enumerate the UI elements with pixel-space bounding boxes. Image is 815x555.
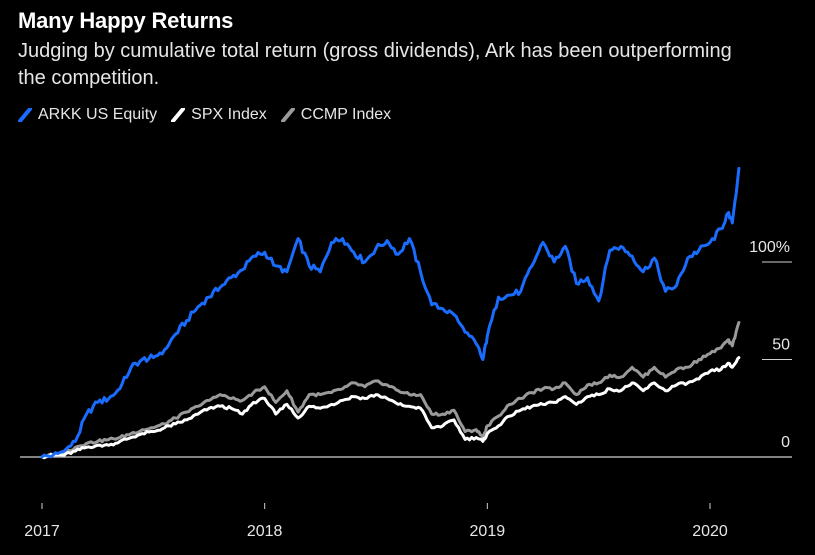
x-tick-label: 2017 — [24, 523, 60, 540]
y-tick-label: 0 — [781, 434, 790, 451]
x-tick-label: 2018 — [247, 523, 283, 540]
y-tick-label: 50 — [772, 337, 790, 354]
legend-label-arkk: ARKK US Equity — [38, 106, 158, 123]
chart-subtitle: Judging by cumulative total return (gros… — [18, 40, 732, 89]
axes: 0 50 100% 2017 2018 2019 2020 — [24, 239, 790, 540]
series-line-spx — [40, 356, 741, 460]
legend-label-ccmp: CCMP Index — [300, 106, 392, 123]
legend-item-ccmp: CCMP Index — [280, 106, 392, 124]
gridlines — [20, 261, 792, 458]
series-lines — [40, 166, 741, 460]
chart-title: Many Happy Returns — [18, 8, 234, 33]
legend-item-arkk: ARKK US Equity — [18, 106, 157, 124]
legend-item-spx: SPX Index — [171, 106, 267, 124]
legend-label-spx: SPX Index — [191, 106, 267, 123]
legend-swatch-arkk-icon — [18, 108, 32, 122]
series-line-ccmp — [40, 321, 741, 459]
x-tick-label: 2020 — [692, 523, 728, 540]
legend-swatch-ccmp-icon — [280, 108, 295, 122]
series-line-arkk — [40, 166, 741, 459]
x-tick-label: 2019 — [470, 523, 506, 540]
y-tick-label: 100% — [749, 239, 790, 256]
legend-swatch-spx-icon — [171, 108, 186, 122]
legend: ARKK US Equity SPX Index CCMP Index — [18, 106, 405, 124]
